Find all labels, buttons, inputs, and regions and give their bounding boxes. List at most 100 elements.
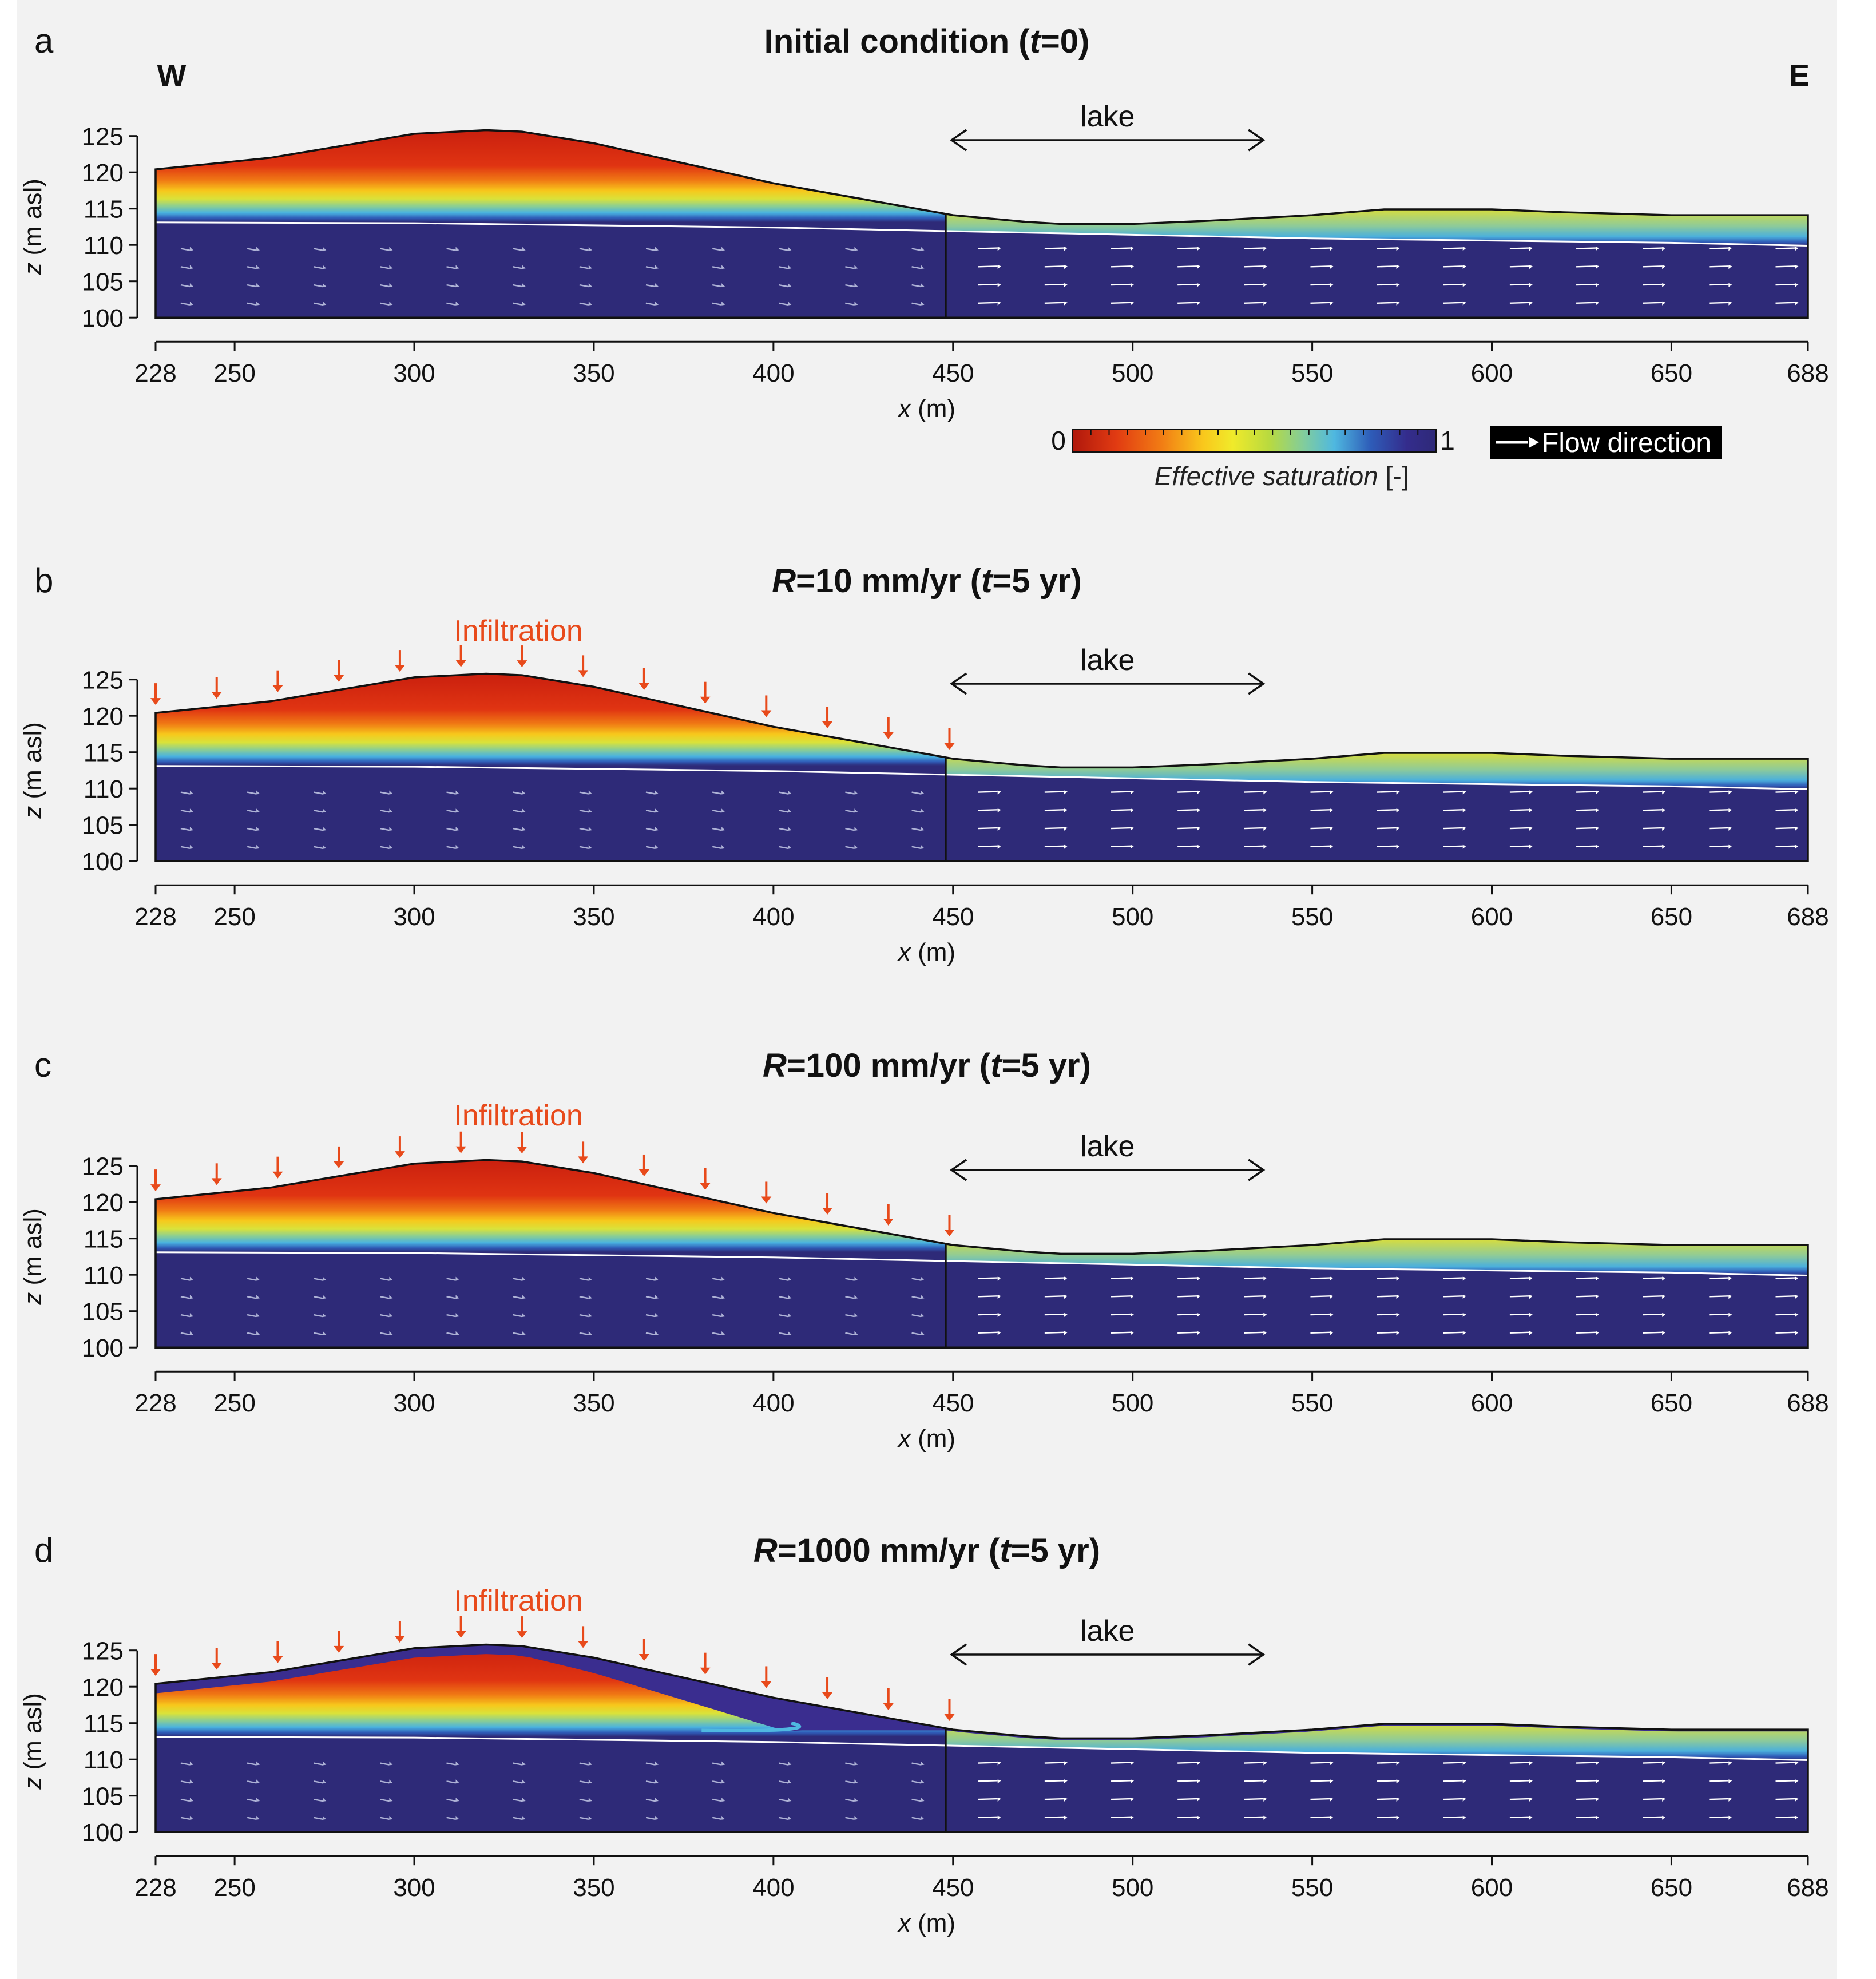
flow-arrow-head bbox=[1462, 808, 1466, 813]
y-axis: 100 105 110 115 120 125 z (m asl) bbox=[19, 1153, 138, 1362]
flow-arrow-head bbox=[1662, 1761, 1666, 1766]
flow-arrow-head bbox=[854, 1276, 858, 1281]
flow-arrow bbox=[911, 846, 921, 849]
title-text: Initial condition ( bbox=[764, 23, 1030, 60]
x-tick-label: 350 bbox=[573, 903, 614, 931]
flow-arrow bbox=[1244, 845, 1264, 847]
flow-arrow-head bbox=[1462, 844, 1466, 849]
flow-arrow-head bbox=[1728, 808, 1732, 813]
flow-arrow bbox=[314, 1798, 323, 1802]
flow-arrow-head bbox=[1795, 1331, 1799, 1335]
flow-arrow-head bbox=[788, 301, 792, 306]
infiltration-arrows: Infiltration bbox=[150, 614, 955, 751]
flow-arrow-head bbox=[997, 808, 1001, 813]
infiltration-arrow-head bbox=[334, 675, 344, 682]
flow-arrow bbox=[845, 1798, 855, 1802]
infiltration-arrow-head bbox=[578, 670, 589, 677]
flow-arrow-head bbox=[323, 1798, 327, 1802]
flow-arrow bbox=[1443, 1780, 1463, 1782]
flow-arrow-head bbox=[1529, 1331, 1533, 1335]
flow-arrow-head bbox=[1728, 283, 1732, 288]
flow-arrow-head bbox=[921, 247, 925, 251]
flow-arrow bbox=[1576, 1780, 1596, 1782]
flow-arrow bbox=[845, 1278, 855, 1281]
infiltration-arrow-head bbox=[517, 660, 527, 668]
flow-arrow-head bbox=[588, 1779, 592, 1784]
flow-arrow-head bbox=[1728, 1798, 1732, 1802]
x-axis-label-unit: (m) bbox=[911, 395, 955, 423]
flow-arrow-head bbox=[1596, 1276, 1600, 1281]
flow-arrow-head bbox=[788, 1798, 792, 1802]
flow-arrow-head bbox=[323, 808, 327, 813]
flow-arrow-head bbox=[1462, 265, 1466, 269]
flow-arrow bbox=[1775, 1313, 1795, 1316]
x-axis-label: x (m) bbox=[897, 1909, 955, 1937]
flow-arrow bbox=[1509, 1313, 1529, 1316]
flow-arrow bbox=[645, 1332, 656, 1335]
flow-arrow-head bbox=[455, 827, 459, 831]
flow-arrow bbox=[1110, 1277, 1131, 1279]
domain-outline bbox=[154, 129, 1809, 319]
flow-arrow-head bbox=[256, 1295, 260, 1299]
flow-arrow-head bbox=[256, 1331, 260, 1335]
flow-arrow-head bbox=[788, 1331, 792, 1335]
flow-arrow bbox=[1643, 1331, 1663, 1334]
flow-arrow-head bbox=[1396, 1761, 1400, 1766]
flow-arrow bbox=[180, 266, 191, 269]
lake-arrow-right bbox=[1248, 129, 1266, 152]
flow-arrow-head bbox=[788, 1761, 792, 1766]
flow-arrow bbox=[180, 284, 191, 288]
flow-arrow bbox=[712, 302, 722, 306]
flow-arrow-head bbox=[1662, 1815, 1666, 1820]
y-tick-label: 105 bbox=[82, 1298, 124, 1326]
infiltration-arrow-head bbox=[638, 683, 649, 690]
flow-arrow bbox=[779, 248, 788, 251]
flow-arrow bbox=[1643, 1816, 1663, 1818]
figure-background bbox=[17, 0, 1837, 1979]
flow-arrow bbox=[911, 1798, 921, 1802]
flow-arrow-head bbox=[256, 301, 260, 306]
flow-arrow-head bbox=[323, 1815, 327, 1820]
flow-arrow-head bbox=[323, 1313, 327, 1318]
flow-arrow-head bbox=[1529, 1779, 1533, 1784]
flow-arrow bbox=[1775, 845, 1795, 847]
flow-arrow-head bbox=[854, 844, 858, 849]
y-tick-label: 105 bbox=[82, 268, 124, 296]
flow-arrow-head bbox=[788, 247, 792, 251]
title-text: =0) bbox=[1041, 23, 1089, 60]
flow-arrow-head bbox=[1330, 790, 1334, 795]
flow-arrow bbox=[247, 1332, 257, 1335]
y-tick-label: 110 bbox=[84, 1746, 124, 1774]
flow-arrow bbox=[314, 284, 323, 288]
flow-arrow-head bbox=[1728, 301, 1732, 306]
flow-arrow-head bbox=[788, 283, 792, 288]
x-tick-label: 450 bbox=[932, 359, 974, 387]
lake-label: lake bbox=[1080, 1130, 1135, 1163]
flow-arrow bbox=[314, 1817, 323, 1820]
flow-arrow-head bbox=[1064, 301, 1068, 306]
flow-arrow-head bbox=[455, 790, 459, 795]
flow-arrow bbox=[779, 1332, 788, 1335]
flow-arrow bbox=[645, 248, 656, 251]
flow-arrow-head bbox=[1662, 1276, 1666, 1281]
flow-arrow-head bbox=[854, 247, 858, 251]
flow-arrow-head bbox=[1728, 1815, 1732, 1820]
flow-arrow bbox=[1177, 1331, 1197, 1334]
flow-arrow-head bbox=[1462, 1779, 1466, 1784]
flow-arrow bbox=[314, 1332, 323, 1335]
flow-arrow bbox=[579, 1314, 589, 1318]
flow-arrow-head bbox=[1728, 790, 1732, 795]
flow-arrow bbox=[380, 248, 390, 251]
flow-arrow bbox=[1576, 1277, 1596, 1279]
flow-arrow bbox=[1177, 283, 1197, 286]
flow-arrow bbox=[380, 846, 390, 849]
title-time-variable: t bbox=[1000, 1532, 1012, 1569]
flow-arrow-head bbox=[389, 844, 393, 849]
east-unsaturated-zone bbox=[946, 753, 1808, 790]
flow-arrow-head bbox=[655, 301, 659, 306]
flow-arrow bbox=[579, 266, 589, 269]
x-tick-label: 500 bbox=[1112, 1874, 1153, 1902]
flow-arrow-head bbox=[256, 1276, 260, 1281]
flow-arrow-head bbox=[455, 265, 459, 269]
flow-arrow-head bbox=[1396, 808, 1400, 813]
